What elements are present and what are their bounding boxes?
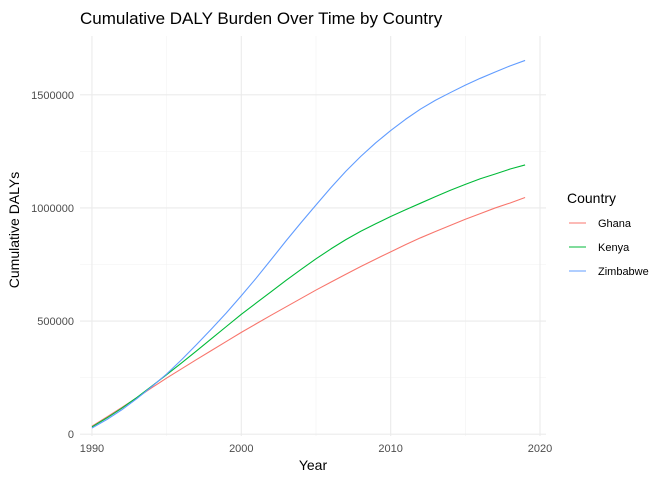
x-tick-label: 2010 (378, 443, 402, 455)
legend-label: Ghana (598, 218, 632, 230)
y-tick-label: 1000000 (31, 203, 74, 215)
legend-item-zimbabwe: Zimbabwe (569, 266, 649, 278)
chart-title: Cumulative DALY Burden Over Time by Coun… (80, 9, 443, 28)
legend-item-ghana: Ghana (569, 218, 632, 230)
grid-lines (80, 36, 546, 436)
legend-label: Kenya (598, 242, 630, 254)
legend-item-kenya: Kenya (569, 242, 630, 254)
y-axis-title: Cumulative DALYs (6, 172, 22, 288)
x-tick-label: 2000 (229, 443, 253, 455)
x-axis-title: Year (299, 457, 328, 473)
y-tick-label: 500000 (37, 316, 74, 328)
legend-label: Zimbabwe (598, 266, 649, 278)
y-tick-label: 0 (68, 429, 74, 441)
x-tick-label: 1990 (80, 443, 104, 455)
legend-title: Country (567, 190, 616, 206)
x-tick-label: 2020 (528, 443, 552, 455)
y-tick-label: 1500000 (31, 90, 74, 102)
legend-items: Ghana Kenya Zimbabwe (569, 218, 649, 278)
legend: Country Ghana Kenya Zimbabwe (567, 190, 649, 278)
series-line-ghana (91, 197, 526, 427)
series-lines (91, 59, 526, 429)
series-line-zimbabwe (91, 59, 526, 429)
tick-labels: 0 500000 1000000 1500000 1990 2000 2010 2020 (31, 90, 552, 455)
